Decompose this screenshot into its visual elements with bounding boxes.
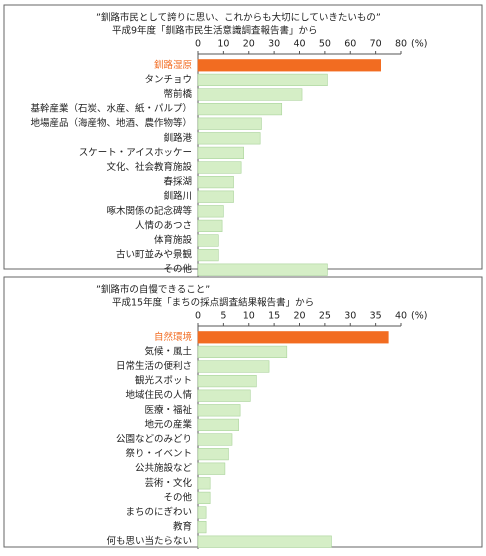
y-tick-label: 人情のあつさ <box>135 219 192 231</box>
y-tick-label: スケート・アイスホッケー <box>79 147 192 158</box>
y-tick-label: 祭り・イベント <box>125 448 192 460</box>
y-tick-label: 啄木関係の記念碑等 <box>106 205 192 217</box>
chart-subtitle: 平成9年度「釧路市民生活意識調査報告書」から <box>112 25 318 37</box>
x-tick-label: 50 <box>319 39 331 50</box>
x-tick-label: 0 <box>195 39 201 50</box>
x-tick-label: 5 <box>220 311 226 322</box>
bar <box>197 389 251 402</box>
bar <box>197 433 233 446</box>
y-tick-label: タンチョウ <box>144 74 192 85</box>
x-tick-label: 80 <box>395 39 407 50</box>
bar <box>197 234 219 247</box>
bar <box>197 462 226 475</box>
y-tick-label: 釧路港 <box>163 132 192 144</box>
y-tick-label: 教育 <box>173 521 192 533</box>
y-tick-label: 気候・風土 <box>144 345 192 357</box>
y-tick-label: その他 <box>163 491 192 503</box>
y-tick-label: 春採湖 <box>163 176 192 188</box>
x-tick-label: 30 <box>268 39 280 50</box>
x-tick-label: 20 <box>293 311 305 322</box>
x-tick-label: 70 <box>370 39 382 50</box>
bar <box>197 418 239 432</box>
chart-title: ”釧路市の自慢できること” <box>96 284 210 296</box>
x-tick-label: 0 <box>195 311 201 322</box>
y-tick-label: 地域住民の人情 <box>125 389 192 401</box>
y-tick-label: 幣前橋 <box>163 88 192 100</box>
y-tick-label: 公園などのみどり <box>116 434 192 445</box>
y-tick-label: 何も思い当たらない <box>106 535 192 547</box>
bar <box>197 146 244 160</box>
y-tick-label: 文化、社会教育施設 <box>106 161 192 173</box>
y-tick-label: 公共施設など <box>135 462 193 474</box>
bar <box>197 506 207 519</box>
bar <box>197 176 234 189</box>
y-tick-label: 芸術・文化 <box>144 477 192 489</box>
y-tick-label: 釧路湿原 <box>154 59 192 71</box>
bar <box>197 477 211 490</box>
y-tick-label: 基幹産業（石炭、水産、紙・パルプ） <box>30 103 192 115</box>
y-tick-label: 医療・福祉 <box>144 404 192 416</box>
x-tick-label: 40 <box>395 311 407 322</box>
y-tick-label: 日常生活の便利さ <box>116 360 192 372</box>
bar <box>197 161 242 174</box>
bar <box>197 205 224 218</box>
x-tick-label: 25 <box>319 311 331 322</box>
bar <box>197 374 257 388</box>
bar <box>197 190 234 203</box>
chart-title: ”釧路市民として誇りに思い、これからも大切にしていきたいもの” <box>96 12 381 24</box>
bar <box>197 345 288 359</box>
y-tick-label: 地場産品（海産物、地酒、農作物等） <box>30 117 192 129</box>
bar <box>197 535 332 548</box>
x-tick-label: 60 <box>344 39 356 50</box>
x-tick-label: 15 <box>268 311 280 322</box>
bar <box>197 132 261 145</box>
chart-subtitle: 平成15年度「まちの採点調査結果報告書」から <box>112 297 314 309</box>
x-tick-label: 10 <box>217 39 229 50</box>
bar <box>197 491 211 505</box>
x-tick-label: 40 <box>293 39 305 50</box>
x-tick-label: 10 <box>243 311 255 322</box>
x-tick-label: 20 <box>243 39 255 50</box>
bar <box>197 219 223 233</box>
y-tick-label: その他 <box>163 263 192 275</box>
bar <box>197 360 270 373</box>
y-tick-label: 釧路川 <box>163 190 192 202</box>
bar <box>197 73 328 86</box>
x-tick-label: 30 <box>344 311 356 322</box>
y-tick-label: 観光スポット <box>135 375 192 387</box>
y-tick-label: まちのにぎわい <box>125 506 192 518</box>
bar <box>197 59 381 72</box>
bar <box>197 117 262 130</box>
y-tick-label: 自然環境 <box>154 331 193 343</box>
x-axis-label: (%) <box>411 39 427 50</box>
y-tick-label: 体育施設 <box>154 234 193 246</box>
bar <box>197 331 389 344</box>
bar <box>197 249 219 262</box>
y-tick-label: 地元の産業 <box>144 418 192 430</box>
bar <box>197 103 283 116</box>
bar <box>197 520 207 534</box>
bar <box>197 404 241 417</box>
bar <box>197 263 328 276</box>
x-tick-label: 35 <box>370 311 382 322</box>
y-tick-label: 古い町並みや景観 <box>116 249 193 261</box>
x-axis-label: (%) <box>411 311 427 322</box>
bar <box>197 447 229 461</box>
bar <box>197 88 303 101</box>
